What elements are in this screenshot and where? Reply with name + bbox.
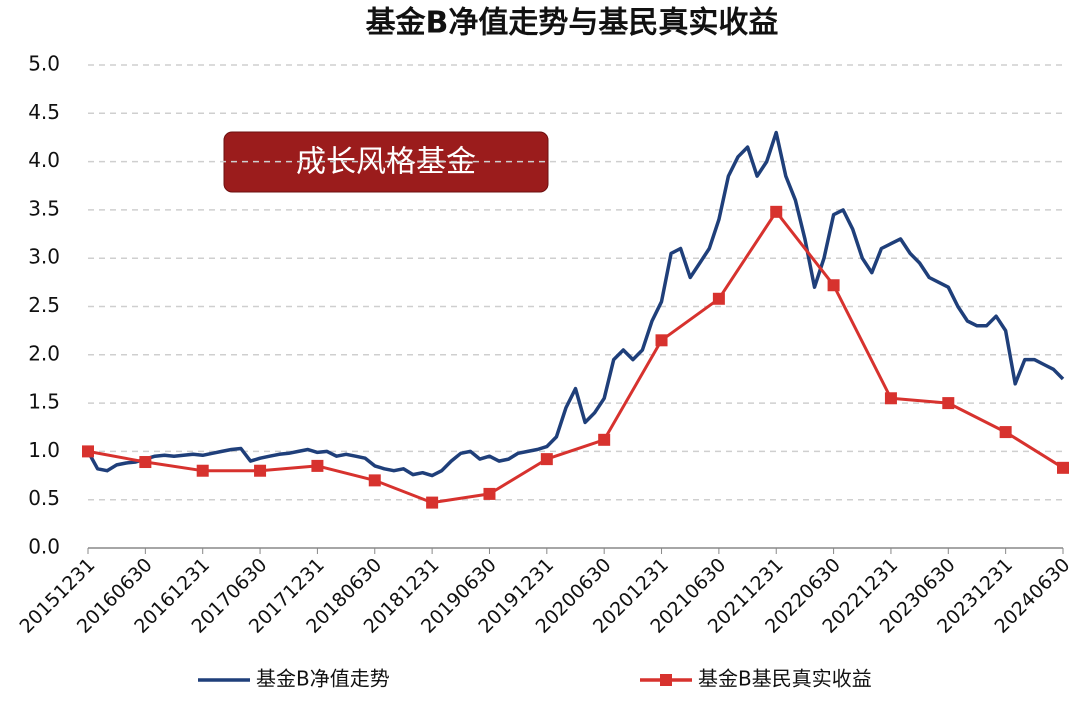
point-marker <box>598 433 611 446</box>
y-tick-label: 1.5 <box>28 390 60 414</box>
y-tick-label: 5.0 <box>28 52 60 76</box>
y-tick-label: 0.0 <box>28 535 60 559</box>
point-marker <box>712 292 725 305</box>
point-marker <box>483 487 496 500</box>
point-marker <box>540 453 553 466</box>
point-marker <box>426 496 439 509</box>
point-marker <box>139 456 152 469</box>
y-tick-label: 4.5 <box>28 100 60 124</box>
chart-title: 基金B净值走势与基民真实收益 <box>366 6 779 41</box>
point-marker <box>770 205 783 218</box>
point-marker <box>827 279 840 292</box>
y-tick-label: 3.5 <box>28 196 60 220</box>
point-marker <box>254 464 267 477</box>
y-tick-label: 0.5 <box>28 486 60 510</box>
y-tick-label: 2.0 <box>28 341 60 365</box>
legend-label: 基金B基民真实收益 <box>698 667 872 691</box>
series-line <box>86 130 1065 478</box>
point-marker <box>655 334 668 347</box>
y-tick-label: 4.0 <box>28 148 60 172</box>
point-marker <box>311 459 324 472</box>
series-line <box>87 210 1064 505</box>
y-tick-label: 2.5 <box>28 293 60 317</box>
point-marker <box>942 397 955 410</box>
legend-marker <box>660 674 672 686</box>
point-marker <box>196 464 209 477</box>
point-marker <box>368 474 381 487</box>
point-marker <box>999 426 1012 439</box>
point-marker <box>82 445 94 458</box>
point-marker <box>1057 461 1069 474</box>
y-tick-label: 1.0 <box>28 438 60 462</box>
y-tick-label: 3.0 <box>28 245 60 269</box>
point-marker <box>884 392 897 405</box>
legend-label: 基金B净值走势 <box>256 667 390 691</box>
